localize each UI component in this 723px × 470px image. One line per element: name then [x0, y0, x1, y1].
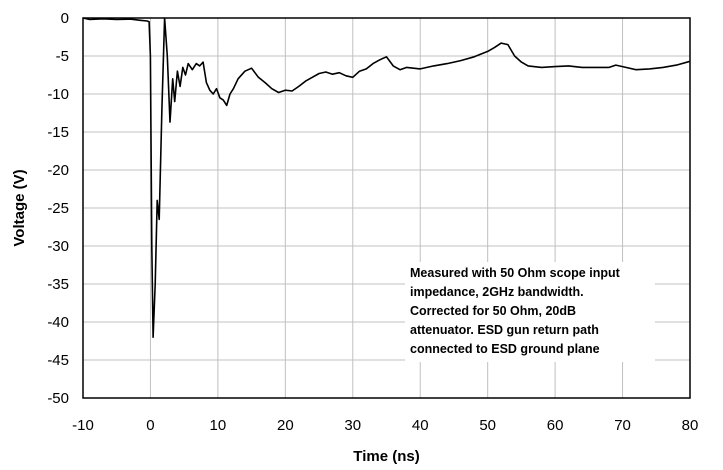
y-tick-label: 0: [61, 10, 69, 27]
y-tick-label: -45: [47, 352, 69, 369]
x-axis-ticks: -10 0 10 20 30 40 50 60 70 80: [72, 417, 698, 434]
voltage-series-line: [82, 17, 691, 339]
annotation-line: Measured with 50 Ohm scope input: [410, 266, 621, 280]
annotation-line: connected to ESD ground plane: [410, 342, 600, 356]
x-tick-label: 70: [614, 417, 631, 434]
y-axis-ticks: 0 -5 -10 -15 -20 -25 -30 -35 -40 -45 -50: [47, 10, 69, 407]
y-tick-label: -15: [47, 124, 69, 141]
annotation-line: impedance, 2GHz bandwidth.: [410, 285, 584, 299]
x-tick-label: 80: [682, 417, 699, 434]
x-tick-label: 50: [479, 417, 496, 434]
x-tick-label: 0: [146, 417, 154, 434]
y-tick-label: -35: [47, 276, 69, 293]
annotation-line: Corrected for 50 Ohm, 20dB: [410, 304, 576, 318]
y-tick-label: -5: [56, 48, 69, 65]
y-tick-label: -25: [47, 200, 69, 217]
x-tick-label: 40: [412, 417, 429, 434]
y-tick-label: -40: [47, 314, 69, 331]
x-tick-label: -10: [72, 417, 94, 434]
annotation-text: Measured with 50 Ohm scope input impedanc…: [410, 266, 621, 356]
x-tick-label: 30: [344, 417, 361, 434]
annotation-line: attenuator. ESD gun return path: [410, 323, 599, 337]
y-tick-label: -50: [47, 390, 69, 407]
plot-frame: [82, 17, 691, 399]
y-tick-label: -20: [47, 162, 69, 179]
x-tick-label: 20: [277, 417, 294, 434]
y-tick-label: -30: [47, 238, 69, 255]
x-axis-title: Time (ns): [353, 448, 419, 465]
x-tick-label: 10: [210, 417, 227, 434]
annotation-background: [405, 262, 655, 362]
y-axis-title: Voltage (V): [11, 169, 28, 246]
x-tick-label: 60: [547, 417, 564, 434]
y-tick-label: -10: [47, 86, 69, 103]
